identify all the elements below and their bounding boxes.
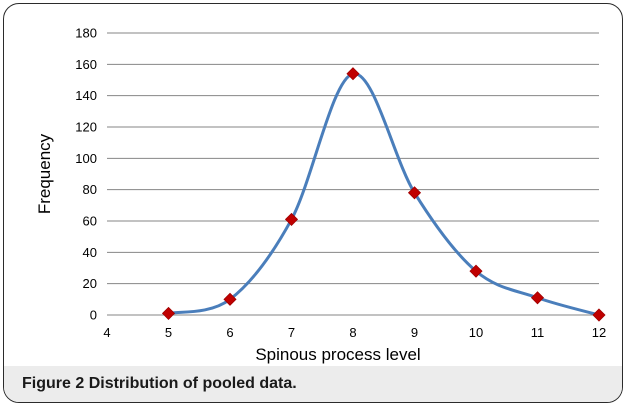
y-tick-label: 100	[75, 151, 97, 166]
y-tick-label: 140	[75, 88, 97, 103]
y-tick-label: 80	[83, 182, 97, 197]
x-tick-label: 9	[411, 325, 418, 340]
y-tick-label: 180	[75, 26, 97, 41]
figure-frame	[3, 3, 623, 403]
data-point-marker	[161, 306, 176, 320]
data-point-marker	[346, 67, 360, 81]
x-tick-labels: 4 5 6 7 8 9 10 11 12	[103, 325, 606, 340]
x-axis-title: Spinous process level	[255, 345, 420, 364]
x-tick-label: 8	[349, 325, 356, 340]
data-markers	[161, 67, 606, 322]
y-tick-label: 20	[83, 276, 97, 291]
y-tick-labels: 0 20 40 60 80 100 120 140 160 180	[75, 26, 97, 323]
y-axis-title: Frequency	[35, 133, 54, 214]
x-tick-label: 10	[469, 325, 483, 340]
data-point-marker	[284, 212, 299, 226]
caption-band	[4, 366, 622, 402]
figure-label: Figure 2	[22, 375, 85, 392]
x-tick-label: 12	[592, 325, 606, 340]
data-point-marker	[469, 264, 483, 278]
y-tick-label: 120	[75, 120, 97, 135]
y-tick-label: 0	[90, 308, 97, 323]
y-tick-label: 60	[83, 214, 97, 229]
gridlines	[107, 32, 599, 316]
series-line	[167, 72, 601, 317]
data-point-marker	[530, 291, 545, 305]
data-point-marker	[407, 186, 422, 200]
y-tick-label: 160	[75, 57, 97, 72]
data-point-marker	[592, 308, 606, 322]
x-tick-label: 4	[103, 325, 110, 340]
x-tick-label: 5	[165, 325, 172, 340]
figure-caption: Figure 2 Distribution of pooled data.	[22, 375, 297, 393]
data-point-marker	[223, 292, 237, 306]
x-tick-label: 7	[288, 325, 295, 340]
x-tick-label: 11	[531, 325, 545, 340]
series-lines	[167, 72, 601, 317]
y-tick-label: 40	[83, 245, 97, 260]
figure-caption-text: Distribution of pooled data.	[88, 375, 297, 392]
x-tick-label: 6	[226, 325, 233, 340]
